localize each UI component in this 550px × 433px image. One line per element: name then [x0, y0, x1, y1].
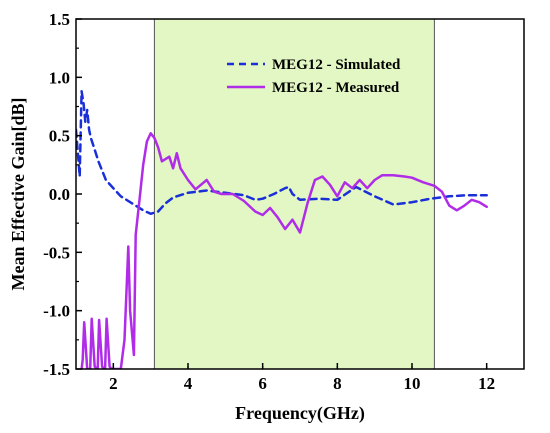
x-axis-label: Frequency(GHz)	[235, 403, 365, 424]
legend: MEG12 - Simulated MEG12 - Measured	[227, 57, 401, 96]
x-tick-label: 2	[109, 374, 118, 393]
y-tick-label: -1.0	[43, 302, 70, 321]
y-tick-label: 1.0	[49, 68, 70, 87]
series-line-measured	[80, 132, 488, 369]
x-tick-label: 10	[404, 374, 421, 393]
series-line-simulated	[76, 90, 488, 216]
y-tick-label: -0.5	[43, 243, 70, 262]
x-tick-label: 6	[258, 374, 267, 393]
y-tick-label: 1.5	[49, 10, 70, 29]
y-tick-label: 0.5	[49, 127, 70, 146]
legend-label: MEG12 - Simulated	[272, 57, 401, 73]
x-tick-label: 8	[333, 374, 342, 393]
x-tick-label: 12	[478, 374, 495, 393]
y-tick-label: -1.5	[43, 360, 70, 379]
y-axis-label: Mean Effective Gain[dB]	[8, 98, 28, 291]
legend-label: MEG12 - Measured	[272, 80, 400, 96]
x-tick-label: 4	[184, 374, 193, 393]
y-tick-label: 0.0	[49, 185, 70, 204]
